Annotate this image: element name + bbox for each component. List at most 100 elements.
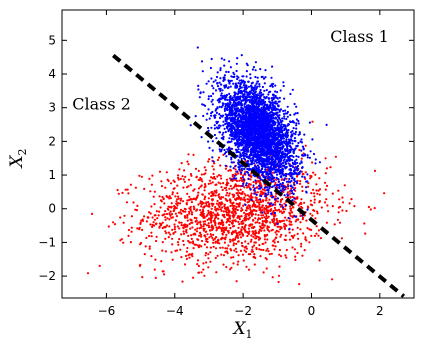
data-point: [240, 143, 243, 146]
data-point: [200, 211, 203, 214]
data-point: [130, 226, 133, 229]
data-point: [296, 173, 300, 176]
data-point: [98, 264, 101, 267]
data-point: [273, 238, 276, 241]
data-point: [291, 177, 294, 180]
data-point: [187, 163, 190, 166]
data-point: [287, 185, 290, 188]
data-point: [246, 162, 249, 165]
data-point: [245, 112, 248, 115]
data-point: [247, 218, 250, 221]
data-point: [211, 165, 214, 168]
data-point: [175, 202, 178, 205]
data-point: [186, 213, 189, 217]
data-point: [262, 77, 266, 80]
data-point: [278, 248, 281, 252]
data-point: [239, 85, 242, 88]
data-point: [276, 91, 279, 94]
data-point: [266, 209, 269, 212]
data-point: [210, 217, 213, 220]
data-point: [273, 106, 276, 109]
data-point: [247, 85, 250, 88]
data-point: [177, 211, 181, 214]
data-point: [237, 82, 240, 85]
data-point: [284, 208, 287, 211]
data-point: [256, 96, 260, 99]
data-point: [279, 189, 282, 192]
data-point: [234, 212, 237, 215]
data-point: [293, 200, 296, 203]
data-point: [240, 167, 243, 170]
data-point: [193, 232, 196, 235]
data-point: [243, 93, 246, 96]
data-point: [274, 90, 277, 93]
data-point: [311, 138, 314, 141]
data-point: [174, 212, 177, 215]
data-point: [250, 234, 253, 237]
data-point: [201, 180, 204, 183]
data-point: [279, 228, 282, 231]
data-point: [224, 167, 227, 170]
data-point: [177, 243, 180, 246]
data-point: [306, 156, 309, 159]
data-point: [167, 236, 170, 239]
data-point: [229, 125, 232, 128]
data-point: [172, 179, 175, 182]
data-point: [209, 246, 212, 249]
data-point: [252, 92, 255, 95]
data-point: [220, 253, 223, 256]
data-point: [189, 124, 192, 127]
data-point: [248, 216, 251, 219]
data-point: [230, 178, 233, 181]
data-point: [224, 228, 227, 231]
data-point: [279, 182, 282, 185]
data-point: [192, 153, 195, 156]
data-point: [193, 188, 196, 191]
data-point: [148, 177, 151, 180]
data-point: [169, 182, 173, 185]
data-point: [249, 178, 252, 181]
data-point: [287, 216, 290, 220]
data-point: [234, 172, 237, 175]
data-point: [298, 131, 301, 134]
data-point: [254, 151, 257, 154]
data-point: [236, 170, 239, 173]
data-point: [220, 229, 223, 232]
data-point: [213, 219, 216, 222]
data-point: [261, 216, 264, 219]
data-point: [146, 216, 149, 219]
data-point: [170, 213, 174, 216]
data-point: [252, 180, 255, 184]
data-point: [298, 182, 302, 185]
data-point: [277, 114, 280, 118]
data-point: [282, 81, 285, 84]
data-point: [234, 144, 237, 147]
data-point: [227, 209, 230, 212]
data-point: [307, 185, 310, 188]
data-point: [248, 206, 252, 209]
data-point: [239, 188, 242, 191]
data-point: [211, 110, 214, 114]
data-point: [301, 189, 304, 193]
data-point: [210, 126, 213, 129]
data-point: [286, 194, 289, 197]
data-point: [172, 187, 175, 190]
data-point: [163, 273, 166, 276]
data-point: [260, 165, 263, 168]
data-point: [292, 188, 296, 191]
data-point: [258, 99, 261, 102]
data-point: [247, 173, 250, 176]
data-point: [261, 188, 264, 191]
data-point: [246, 64, 249, 67]
data-point: [171, 193, 174, 196]
data-point: [237, 226, 240, 229]
data-point: [226, 148, 229, 151]
data-point: [228, 122, 231, 125]
data-point: [227, 210, 230, 214]
data-point: [290, 223, 293, 226]
data-point: [271, 103, 274, 106]
data-point: [243, 192, 246, 195]
data-point: [243, 128, 247, 131]
data-point: [272, 123, 275, 127]
data-point: [247, 268, 251, 271]
